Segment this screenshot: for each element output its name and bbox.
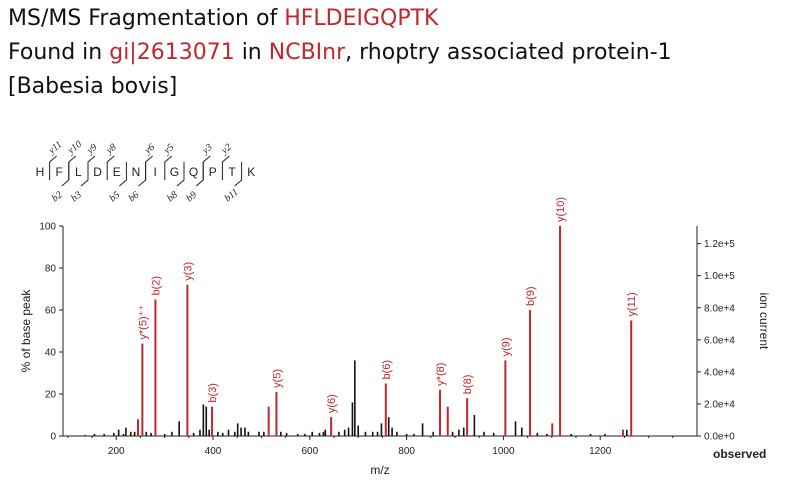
residue-q-8: Q bbox=[189, 165, 198, 179]
x-tick-label: 800 bbox=[398, 446, 415, 457]
y-ion-mark bbox=[106, 155, 115, 180]
residue-g-7: G bbox=[170, 165, 179, 179]
b-ion-mark bbox=[80, 162, 89, 187]
y2-tick-label: 2.0e+4 bbox=[704, 399, 735, 410]
residue-d-3: D bbox=[93, 165, 102, 179]
y-tick-label: 40 bbox=[45, 348, 57, 359]
title-line-1: MS/MS Fragmentation of HFLDEIGQPTK bbox=[8, 6, 438, 32]
peak-label: y(3) bbox=[182, 262, 194, 281]
peak-label: y(9) bbox=[500, 337, 512, 356]
title-prefix: MS/MS Fragmentation of bbox=[8, 6, 285, 31]
y-ion-mark bbox=[221, 155, 230, 180]
protein-name: , rhoptry associated protein-1 bbox=[345, 40, 672, 65]
organism-name: [Babesia bovis] bbox=[8, 74, 178, 99]
y-tick-label: 80 bbox=[45, 264, 57, 275]
residue-n-5: N bbox=[132, 165, 141, 179]
x-axis-label: m/z bbox=[370, 463, 389, 477]
chart-axes: 0 20 40 60 80 100 0.0e+0 2.0e+4 4.0e+4 6.0e+4 8.0e… bbox=[39, 222, 735, 458]
y2-tick-label: 0.0e+0 bbox=[704, 432, 735, 443]
y-tick-label: 60 bbox=[45, 306, 57, 317]
y2-axis-label: ion current bbox=[757, 293, 771, 350]
residue-l-2: L bbox=[75, 165, 82, 179]
b-ion-mark bbox=[176, 162, 185, 187]
observed-label: observed bbox=[713, 447, 766, 461]
peak-series: y*(5)⁺⁺b(2) y(3) b(3) y(5) y(6) b(6) y*(8) b(8)… bbox=[84, 197, 638, 436]
accession-id: gi|2613071 bbox=[109, 40, 235, 65]
peak-label: b(3) bbox=[207, 383, 219, 403]
in-text: in bbox=[234, 40, 269, 65]
residue-p-9: P bbox=[209, 165, 217, 179]
peak-label: b(2) bbox=[150, 276, 162, 296]
peak-label: y*(8) bbox=[435, 363, 447, 386]
b-ion-mark bbox=[138, 162, 147, 187]
y-tick-label: 0 bbox=[50, 432, 56, 443]
x-tick-label: 200 bbox=[108, 446, 125, 457]
y-ion-mark bbox=[49, 155, 57, 180]
y2-tick-label: 1.0e+5 bbox=[704, 271, 735, 282]
residue-h-0: H bbox=[36, 165, 45, 179]
y-axis-label: % of base peak bbox=[19, 289, 33, 373]
y2-tick-label: 6.0e+4 bbox=[704, 335, 735, 346]
peak-label: y*(5)⁺⁺ bbox=[137, 305, 149, 340]
residue-i-6: I bbox=[154, 165, 157, 179]
found-in-text: Found in bbox=[8, 40, 110, 65]
b-ion-mark bbox=[119, 162, 127, 187]
b-ion-mark bbox=[195, 162, 204, 187]
b-ion-mark bbox=[61, 162, 70, 187]
residue-k-11: K bbox=[247, 165, 255, 179]
y2-tick-label: 1.2e+5 bbox=[704, 239, 735, 250]
b-ion-mark bbox=[234, 162, 243, 187]
peak-label: y(11) bbox=[626, 292, 638, 316]
x-tick-label: 1200 bbox=[589, 446, 612, 457]
residue-t-10: T bbox=[228, 165, 236, 179]
title-line-2: Found in gi|2613071 in NCBInr, rhoptry a… bbox=[8, 40, 672, 66]
peak-label: y(5) bbox=[271, 369, 283, 388]
x-tick-label: 1000 bbox=[492, 446, 515, 457]
peak-label: b(8) bbox=[462, 375, 474, 395]
y-tick-label: 20 bbox=[45, 390, 57, 401]
y-tick-label: 100 bbox=[39, 222, 56, 233]
peak-label: y(6) bbox=[326, 394, 338, 413]
database-name: NCBInr bbox=[268, 40, 346, 65]
residue-e-4: E bbox=[113, 165, 121, 179]
y2-tick-label: 4.0e+4 bbox=[704, 367, 735, 378]
x-tick-label: 600 bbox=[301, 446, 318, 457]
residue-f-1: F bbox=[56, 165, 63, 179]
peak-label: b(9) bbox=[525, 286, 537, 306]
y-ion-mark bbox=[164, 155, 173, 180]
peak-label: y(10) bbox=[555, 197, 567, 222]
peak-label: b(6) bbox=[381, 360, 393, 380]
y2-tick-label: 8.0e+4 bbox=[704, 303, 735, 314]
x-tick-label: 400 bbox=[205, 446, 222, 457]
peptide-sequence: HFLDEIGQPTK bbox=[284, 6, 439, 31]
